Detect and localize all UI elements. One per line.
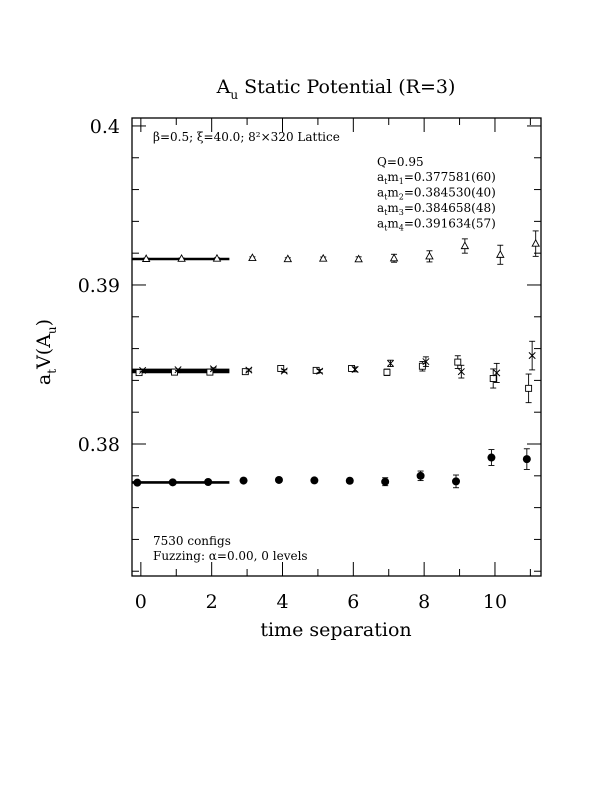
series-circle — [133, 448, 531, 489]
configs-annotation: 7530 configs — [153, 534, 231, 548]
data-point — [460, 241, 470, 250]
data-point — [422, 358, 430, 366]
series-square — [135, 355, 533, 404]
data-point — [457, 368, 465, 376]
legend-q: Q=0.95 — [377, 155, 424, 169]
data-point — [248, 253, 257, 261]
y-tick-label: 0.39 — [78, 275, 120, 297]
x-axis-label: time separation — [260, 619, 411, 641]
legend-entry: atm4=0.391634(57) — [377, 217, 496, 233]
data-point — [310, 476, 319, 485]
y-tick-label: 0.38 — [78, 434, 120, 456]
legend-entry: atm3=0.384658(48) — [377, 201, 496, 217]
x-tick-label: 8 — [418, 591, 430, 613]
data-point — [381, 477, 390, 486]
data-point — [425, 251, 434, 260]
x-tick-label: 10 — [483, 591, 507, 613]
data-point — [522, 455, 531, 464]
data-point — [351, 365, 359, 373]
data-point — [280, 367, 288, 375]
data-point — [345, 476, 354, 485]
plot-frame — [131, 117, 542, 577]
axis-ticks — [132, 118, 541, 576]
data-point — [318, 253, 328, 262]
data-point — [531, 238, 540, 247]
data-point — [139, 366, 147, 374]
series-cross — [139, 340, 536, 383]
data-point — [239, 476, 248, 485]
data-point — [168, 478, 177, 487]
data-point — [354, 254, 363, 263]
data-point — [174, 366, 182, 374]
data-point — [241, 368, 249, 376]
legend-entry: atm1=0.377581(60) — [377, 170, 496, 186]
data-point — [277, 365, 285, 372]
data-point — [316, 367, 324, 375]
x-tick-label: 2 — [206, 591, 218, 613]
data-point — [133, 478, 142, 487]
data-point — [386, 359, 395, 367]
data-point — [489, 375, 497, 382]
data-series — [133, 230, 540, 489]
data-point — [177, 254, 186, 262]
data-point — [283, 254, 293, 263]
data-point — [135, 369, 143, 377]
data-point — [171, 368, 178, 376]
data-point — [525, 384, 533, 392]
data-point — [416, 471, 425, 480]
data-point — [206, 368, 214, 376]
series-triangle — [141, 230, 540, 265]
tick-labels: 0 2 4 6 8 10 0.38 0.39 0.4 — [78, 116, 507, 613]
data-point — [389, 253, 399, 262]
data-point — [209, 365, 217, 373]
data-point — [452, 477, 461, 486]
data-point — [383, 368, 391, 376]
data-point — [274, 475, 283, 484]
fuzzing-annotation: Fuzzing: α=0.00, 0 levels — [153, 549, 308, 563]
data-point — [245, 366, 253, 374]
data-point — [212, 253, 222, 262]
data-point — [496, 250, 505, 258]
x-tick-label: 0 — [135, 591, 147, 613]
lattice-annotation: β=0.5; ξ=40.0; 8²×320 Lattice — [153, 130, 340, 144]
legend-entry: atm2=0.384530(40) — [377, 186, 496, 202]
x-tick-label: 4 — [276, 591, 288, 613]
data-point — [487, 453, 496, 462]
legend: Q=0.95 atm1=0.377581(60)atm2=0.384530(40… — [377, 155, 496, 233]
x-tick-label: 6 — [347, 591, 359, 613]
data-point — [493, 369, 501, 377]
data-point — [204, 478, 213, 487]
data-point — [528, 352, 536, 360]
data-point — [141, 254, 151, 262]
y-axis-label: atV(Au) — [33, 319, 59, 385]
chart-title: Au Static Potential (R=3) — [216, 76, 456, 102]
data-point — [454, 358, 462, 366]
y-tick-label: 0.4 — [90, 116, 120, 138]
